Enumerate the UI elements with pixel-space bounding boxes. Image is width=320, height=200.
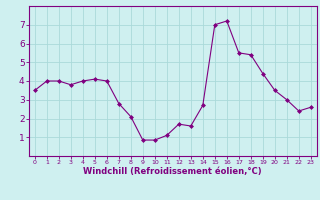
X-axis label: Windchill (Refroidissement éolien,°C): Windchill (Refroidissement éolien,°C) [84,167,262,176]
